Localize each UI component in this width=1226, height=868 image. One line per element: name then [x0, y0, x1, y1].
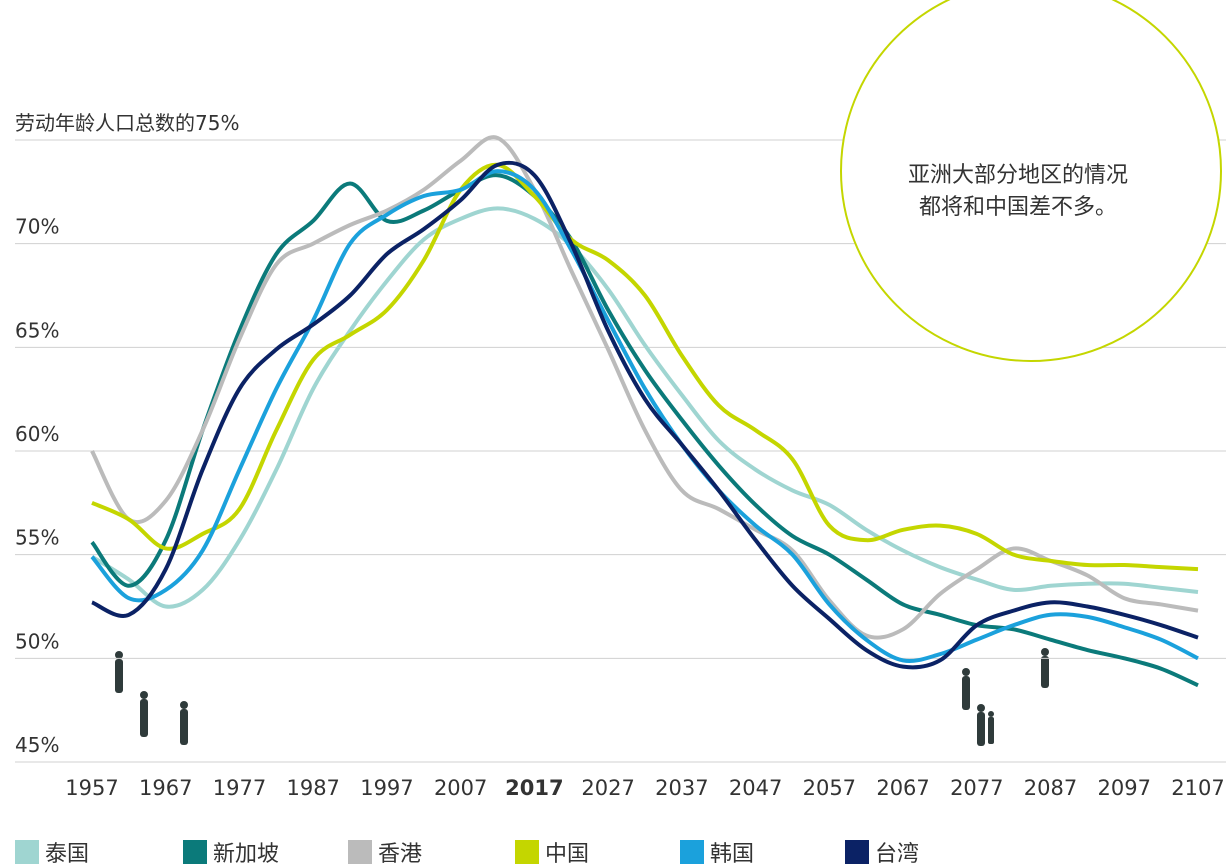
- x-tick-label: 1997: [360, 776, 413, 800]
- y-tick-label: 60%: [15, 422, 59, 446]
- legend-swatch: [680, 840, 704, 864]
- x-tick-label: 1967: [139, 776, 192, 800]
- x-tick-label: 1957: [65, 776, 118, 800]
- x-tick-label: 2077: [950, 776, 1003, 800]
- x-tick-label: 1977: [213, 776, 266, 800]
- annotation-text: 都将和中国差不多。: [919, 195, 1117, 220]
- x-tick-label: 2057: [803, 776, 856, 800]
- y-tick-label: 劳动年龄人口总数的75%: [15, 111, 239, 135]
- x-tick-label: 2067: [876, 776, 929, 800]
- x-tick-label: 2047: [729, 776, 782, 800]
- legend-label: 香港: [378, 842, 422, 867]
- legend-swatch: [845, 840, 869, 864]
- x-tick-label: 2027: [581, 776, 634, 800]
- legend-label: 新加坡: [213, 842, 279, 867]
- legend-swatch: [515, 840, 539, 864]
- legend-swatch: [348, 840, 372, 864]
- legend-swatch: [183, 840, 207, 864]
- x-tick-label: 2037: [655, 776, 708, 800]
- x-tick-label: 1987: [286, 776, 339, 800]
- x-tick-label: 2087: [1024, 776, 1077, 800]
- x-tick-label: 2007: [434, 776, 487, 800]
- x-tick-label: 2097: [1098, 776, 1151, 800]
- annotation-text: 亚洲大部分地区的情况: [908, 163, 1128, 188]
- x-tick-label: 2107: [1171, 776, 1224, 800]
- y-tick-label: 70%: [15, 215, 59, 239]
- y-tick-label: 50%: [15, 629, 59, 653]
- series-line: [91, 162, 1199, 572]
- series-line: [90, 206, 1199, 609]
- legend-label: 中国: [545, 842, 589, 867]
- people-icons: [115, 648, 1049, 746]
- y-tick-label: 45%: [15, 733, 59, 757]
- series-line: [91, 160, 1199, 670]
- legend-label: 台湾: [875, 842, 919, 867]
- series-line: [90, 169, 1199, 663]
- y-tick-label: 55%: [15, 526, 59, 550]
- legend-label: 泰国: [45, 842, 89, 867]
- x-tick-label: 2017: [505, 776, 563, 800]
- series-line: [90, 173, 1199, 688]
- legend-swatch: [15, 840, 39, 864]
- y-tick-label: 65%: [15, 318, 59, 342]
- legend-label: 韩国: [710, 842, 754, 867]
- annotation-circle: [840, 0, 1222, 362]
